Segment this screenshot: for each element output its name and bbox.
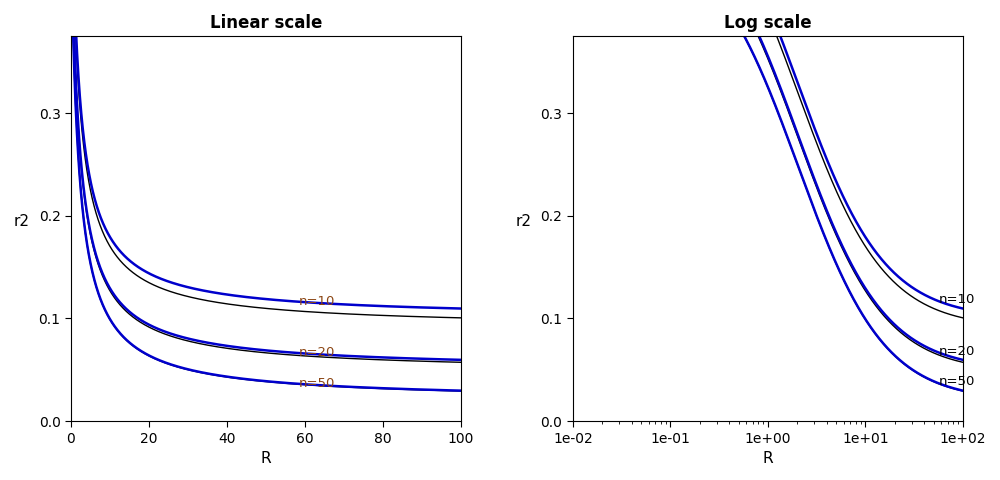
Y-axis label: r2: r2 [14,214,30,228]
Y-axis label: r2: r2 [516,214,532,228]
Text: n=10: n=10 [938,293,975,306]
X-axis label: R: R [261,451,271,466]
X-axis label: R: R [763,451,773,466]
Text: n=20: n=20 [299,346,335,359]
Title: Linear scale: Linear scale [210,14,322,32]
Text: n=50: n=50 [938,375,975,388]
Text: n=20: n=20 [938,345,975,358]
Title: Log scale: Log scale [724,14,812,32]
Text: n=50: n=50 [299,377,335,390]
Text: n=10: n=10 [299,295,335,308]
